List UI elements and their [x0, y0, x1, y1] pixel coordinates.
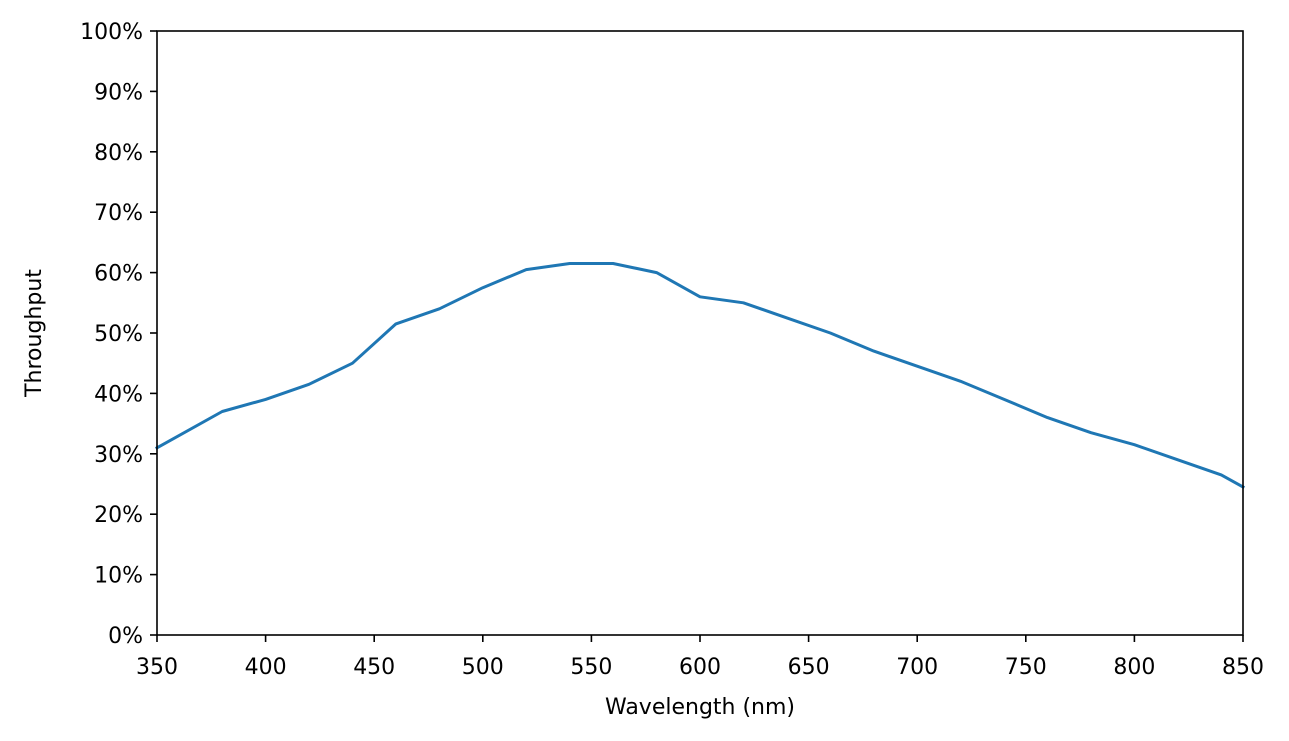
- y-tick-label: 10%: [94, 564, 143, 589]
- y-tick-label: 0%: [108, 624, 143, 649]
- x-tick-label: 800: [1113, 655, 1155, 680]
- x-tick-label: 450: [353, 655, 395, 680]
- x-tick-label: 850: [1222, 655, 1264, 680]
- y-tick-label: 80%: [94, 141, 143, 166]
- y-axis: 0% 10% 20% 30% 40% 50% 60% 70% 80% 90% 100%: [80, 20, 157, 649]
- y-tick-label: 60%: [94, 262, 143, 287]
- y-tick-label: 20%: [94, 503, 143, 528]
- y-tick-label: 70%: [94, 201, 143, 226]
- x-tick-label: 650: [788, 655, 830, 680]
- plot-frame: [156, 30, 1244, 636]
- y-tick-label: 90%: [94, 80, 143, 105]
- plot-area: [154, 262, 1246, 490]
- x-tick-label: 500: [462, 655, 504, 680]
- x-axis-label: Wavelength (nm): [605, 695, 795, 720]
- x-tick-label: 700: [896, 655, 938, 680]
- y-tick-label: 30%: [94, 443, 143, 468]
- y-tick-label: 40%: [94, 382, 143, 407]
- x-tick-label: 750: [1005, 655, 1047, 680]
- series-line: [154, 262, 1246, 490]
- y-tick-label: 50%: [94, 322, 143, 347]
- x-axis: 350 400 450 500 550 600 650 700 750 800 850: [136, 635, 1264, 680]
- x-tick-label: 600: [679, 655, 721, 680]
- x-tick-label: 400: [245, 655, 287, 680]
- x-tick-label: 350: [136, 655, 178, 680]
- x-tick-label: 550: [570, 655, 612, 680]
- y-tick-label: 100%: [80, 20, 143, 45]
- y-axis-label: Throughput: [22, 269, 47, 398]
